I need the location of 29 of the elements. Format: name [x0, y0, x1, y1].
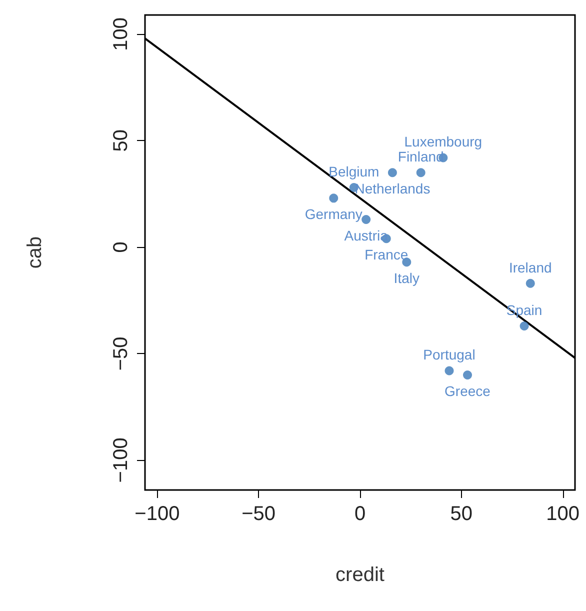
point: [526, 278, 535, 288]
x-tick-label: −100: [134, 503, 180, 525]
point: [463, 370, 472, 380]
annotation: Italy: [394, 270, 420, 286]
y-tick-label: 100: [110, 17, 132, 51]
annotation: Ireland: [508, 259, 552, 276]
x-tick-label: 0: [354, 503, 366, 525]
annotation: France: [364, 246, 408, 263]
annotation: Belgium: [328, 164, 380, 180]
point: [388, 168, 397, 178]
annotation: Luxembourg: [404, 134, 482, 150]
annotation: Germany: [304, 206, 362, 222]
x-tick-label: 50: [450, 503, 473, 525]
x-tick-label: 100: [546, 503, 580, 525]
y-axis-title: cab: [24, 236, 46, 269]
annotation: Netherlands: [354, 180, 430, 197]
point: [520, 321, 529, 330]
x-tick-label: −50: [242, 503, 276, 525]
y-tick-label: 0: [110, 242, 132, 253]
y-tick-label: 50: [110, 130, 132, 152]
point: [444, 366, 454, 376]
annotation: Portugal: [423, 346, 476, 363]
point: [329, 194, 338, 203]
y-tick-label: −100: [110, 438, 132, 483]
point: [362, 214, 371, 224]
annotation: Greece: [444, 382, 491, 399]
point: [416, 168, 426, 178]
x-axis-title: credit: [336, 564, 385, 586]
y-tick-label: −50: [110, 336, 132, 371]
